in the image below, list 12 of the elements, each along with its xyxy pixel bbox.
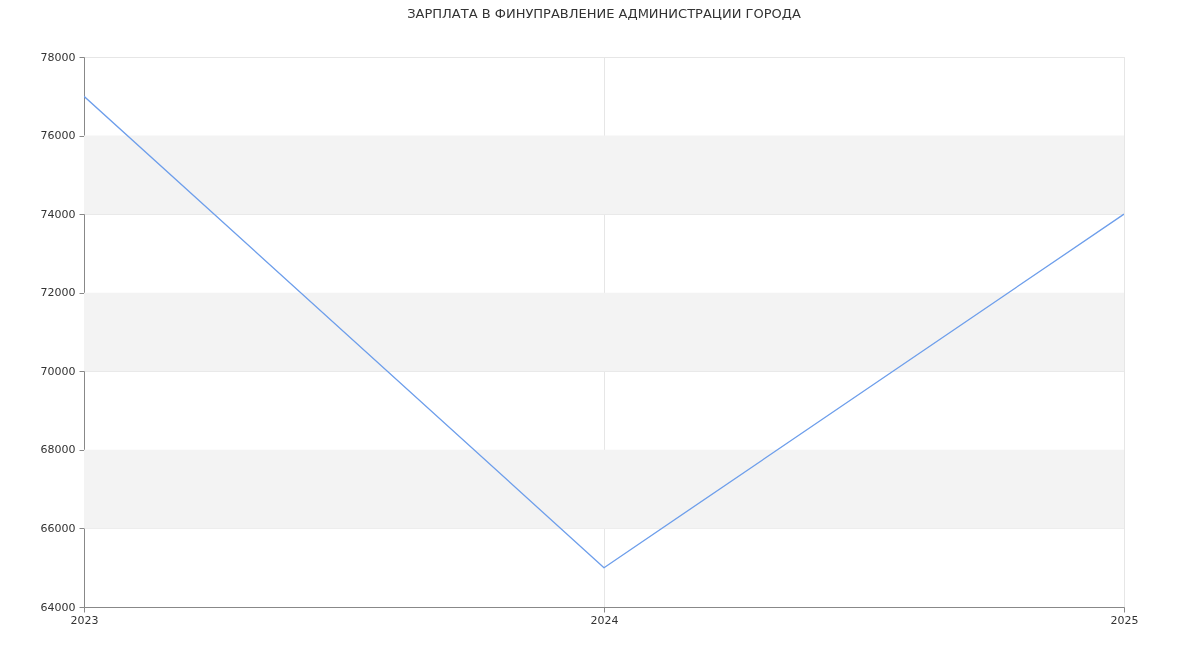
x-tick-label: 2025 xyxy=(1110,613,1139,627)
y-tick-label: 70000 xyxy=(40,364,76,378)
x-tick-label: 2024 xyxy=(590,613,619,627)
chart-title: ЗАРПЛАТА В ФИНУПРАВЛЕНИЕ АДМИНИСТРАЦИИ ГОРОДА xyxy=(407,6,801,21)
y-tick-label: 78000 xyxy=(40,50,76,64)
y-tick-label: 66000 xyxy=(40,521,76,535)
y-tick-label: 76000 xyxy=(40,129,76,143)
y-tick-label: 64000 xyxy=(40,600,76,614)
y-tick-label: 74000 xyxy=(40,207,76,221)
x-tick-label: 2023 xyxy=(70,613,99,627)
y-tick-label: 68000 xyxy=(40,443,76,457)
y-tick-label: 72000 xyxy=(40,286,76,300)
